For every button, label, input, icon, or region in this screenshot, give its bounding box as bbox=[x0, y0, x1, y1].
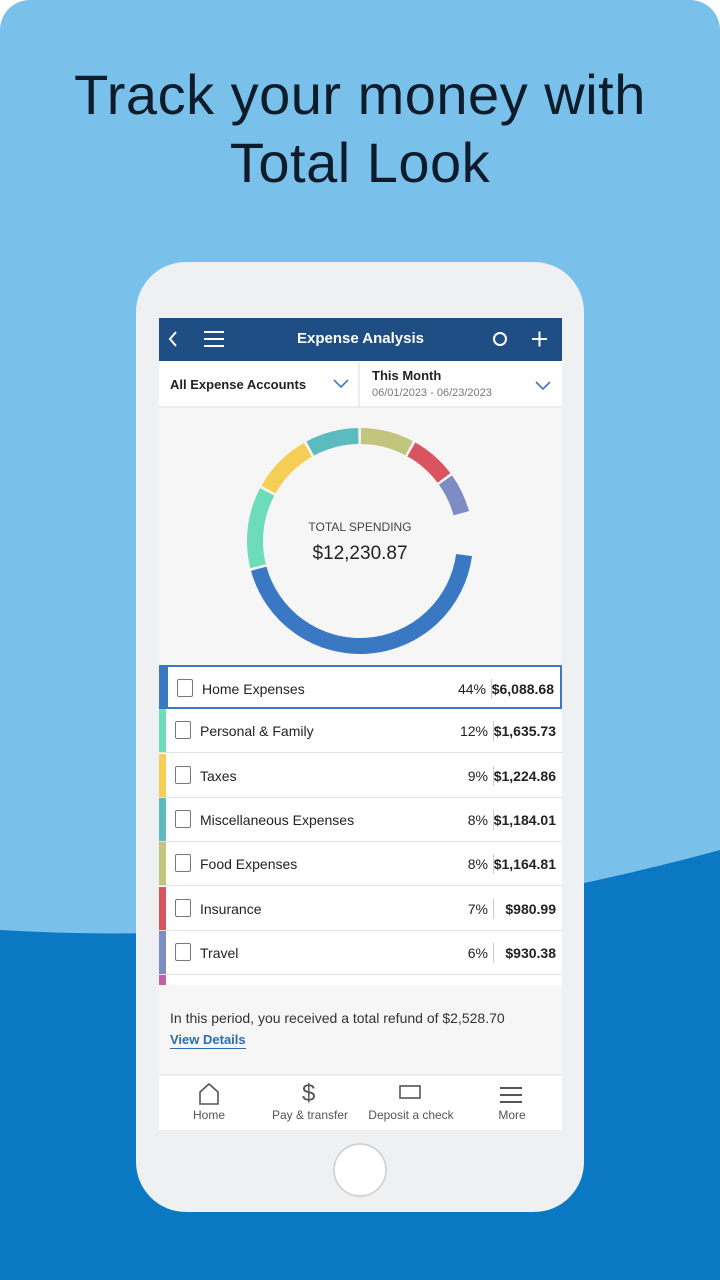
donut-segment bbox=[261, 442, 313, 494]
category-icon bbox=[175, 854, 191, 873]
color-bar bbox=[161, 667, 168, 707]
color-bar bbox=[159, 753, 166, 797]
row-edge bbox=[159, 975, 166, 985]
category-name: Home Expenses bbox=[202, 681, 305, 697]
tab[interactable]: Deposit a check bbox=[368, 1108, 454, 1122]
expense-row[interactable]: Food Expenses 8% $1,164.81 bbox=[159, 842, 562, 887]
color-bar bbox=[159, 842, 166, 886]
category-percent: 8% bbox=[467, 856, 488, 873]
category-icon bbox=[175, 809, 191, 828]
category-icon bbox=[177, 679, 193, 697]
category-amount: $6,088.68 bbox=[491, 681, 554, 697]
color-bar bbox=[159, 930, 166, 974]
category-name: Travel bbox=[200, 944, 239, 961]
category-amount: $930.38 bbox=[505, 944, 556, 961]
donut-segment bbox=[247, 488, 275, 569]
separator bbox=[493, 765, 494, 786]
dollar-icon: $ bbox=[302, 1080, 316, 1107]
category-name: Taxes bbox=[200, 767, 237, 784]
separator bbox=[493, 854, 494, 875]
color-bar bbox=[159, 797, 166, 841]
expense-row[interactable]: Taxes 9% $1,224.86 bbox=[159, 753, 562, 798]
total-label: TOTAL SPENDING bbox=[308, 520, 412, 534]
category-amount: $1,164.81 bbox=[493, 856, 556, 873]
category-percent: 12% bbox=[459, 723, 488, 740]
category-name: Insurance bbox=[200, 900, 262, 917]
date-range: 06/01/2023 - 06/23/2023 bbox=[372, 387, 492, 399]
headline: Track your money with bbox=[74, 63, 646, 126]
separator bbox=[493, 721, 494, 742]
donut-chart bbox=[247, 428, 472, 654]
color-bar bbox=[159, 886, 166, 930]
total-value: $12,230.87 bbox=[312, 543, 408, 564]
donut-segment bbox=[251, 553, 472, 654]
separator bbox=[493, 809, 494, 830]
category-amount: $980.99 bbox=[505, 900, 556, 917]
donut-segment bbox=[407, 442, 451, 483]
donut-segment bbox=[360, 428, 413, 456]
category-name: Miscellaneous Expenses bbox=[200, 811, 355, 828]
category-percent: 7% bbox=[467, 900, 488, 917]
color-bar bbox=[159, 709, 166, 753]
category-amount: $1,184.01 bbox=[493, 811, 556, 828]
category-percent: 8% bbox=[467, 811, 488, 828]
category-icon bbox=[175, 765, 191, 784]
donut-segment bbox=[306, 428, 359, 456]
refund-text: In this period, you received a total ref… bbox=[170, 1010, 505, 1026]
headline: Total Look bbox=[229, 131, 491, 194]
separator bbox=[491, 679, 492, 699]
view-details-link[interactable]: View Details bbox=[170, 1032, 246, 1049]
account-filter[interactable]: All Expense Accounts bbox=[170, 377, 307, 392]
expense-row[interactable]: Miscellaneous Expenses 8% $1,184.01 bbox=[159, 797, 562, 842]
category-percent: 6% bbox=[467, 944, 488, 961]
category-icon bbox=[175, 721, 191, 740]
category-percent: 44% bbox=[457, 681, 486, 697]
expense-row[interactable]: Personal & Family 12% $1,635.73 bbox=[159, 709, 562, 754]
period-filter[interactable]: This Month bbox=[372, 368, 442, 383]
expense-row[interactable]: Insurance 7% $980.99 bbox=[159, 886, 562, 931]
category-amount: $1,635.73 bbox=[493, 723, 556, 740]
donut-segment bbox=[438, 475, 469, 516]
expense-row[interactable]: Home Expenses 44% $6,088.68 bbox=[159, 665, 562, 709]
category-icon bbox=[175, 898, 191, 917]
tab[interactable]: Pay & transfer bbox=[271, 1108, 349, 1122]
expense-row[interactable]: Travel 6% $930.38 bbox=[159, 930, 562, 975]
separator bbox=[493, 898, 494, 919]
category-name: Personal & Family bbox=[200, 723, 314, 740]
category-icon bbox=[175, 942, 191, 961]
screen-title: Expense Analysis bbox=[296, 330, 424, 347]
tab[interactable]: Home bbox=[192, 1108, 225, 1122]
category-percent: 9% bbox=[467, 767, 488, 784]
separator bbox=[493, 942, 494, 963]
tab[interactable]: More bbox=[498, 1108, 526, 1122]
category-amount: $1,224.86 bbox=[493, 767, 556, 784]
category-name: Food Expenses bbox=[200, 856, 298, 873]
